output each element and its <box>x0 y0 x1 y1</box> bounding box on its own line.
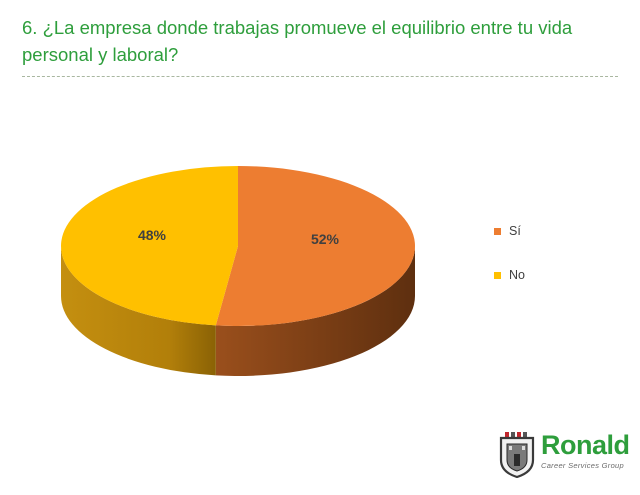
data-label-si: 52% <box>311 231 340 247</box>
logo-wordmark: Ronald <box>541 430 630 460</box>
pie-slice-si <box>215 166 415 326</box>
pie-slice-no <box>60 166 238 326</box>
title-divider <box>22 76 618 77</box>
pie-side-si <box>215 246 415 376</box>
slide-title: 6. ¿La empresa donde trabajas promueve e… <box>22 17 573 65</box>
pie-side-no <box>61 246 216 376</box>
data-label-no: 48% <box>138 227 167 243</box>
legend-item-no: No <box>494 268 525 282</box>
company-logo: Ronald Career Services Group <box>497 430 632 480</box>
legend-label-no: No <box>509 268 525 282</box>
legend-item-si: Sí <box>494 224 521 238</box>
legend-label-si: Sí <box>509 224 521 238</box>
legend-swatch-no <box>494 271 501 279</box>
pie-chart: 52% 48% <box>60 166 415 376</box>
logo-tagline: Career Services Group <box>541 461 624 470</box>
legend-swatch-si <box>494 227 501 235</box>
castle-shield-icon <box>499 432 535 478</box>
